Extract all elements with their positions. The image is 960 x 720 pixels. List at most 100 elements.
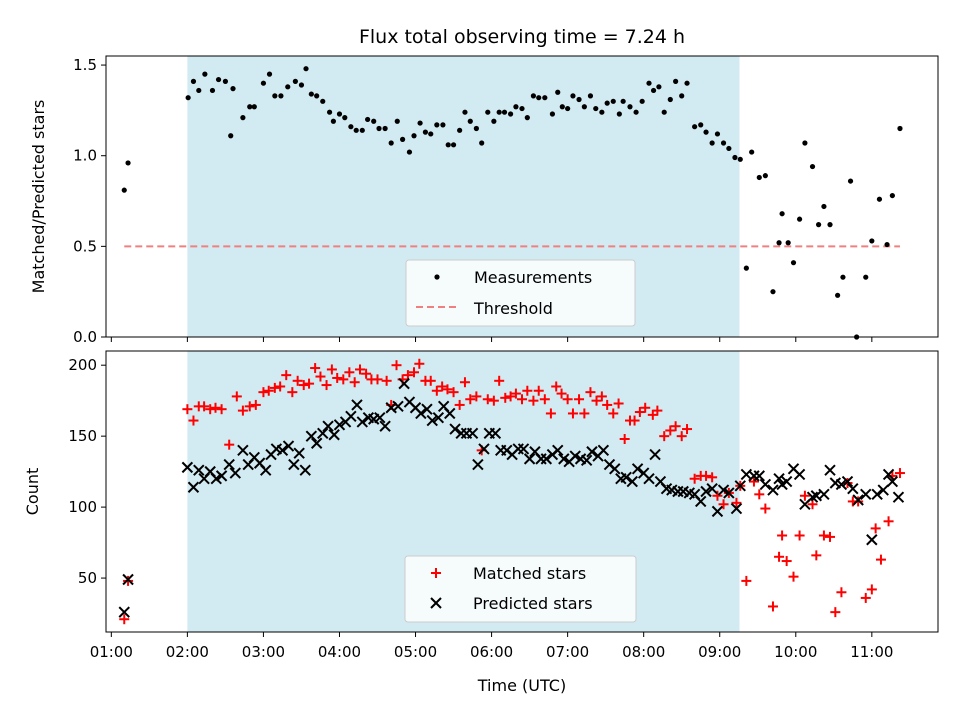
top-y-tick-label: 1.0: [73, 147, 97, 165]
matched-star-point: [579, 408, 590, 419]
measurement-point: [565, 105, 571, 112]
measurement-point: [756, 174, 762, 181]
matched-star-point: [528, 395, 539, 406]
measurement-point: [692, 124, 698, 130]
predicted-star-point: [569, 450, 581, 462]
measurement-point: [815, 222, 822, 228]
measurement-point: [770, 289, 776, 295]
predicted-star-point: [421, 403, 433, 415]
predicted-star-point: [695, 495, 707, 508]
predicted-star-point: [478, 443, 490, 455]
predicted-star-point: [609, 463, 621, 475]
matched-star-point: [659, 431, 670, 442]
measurement-point: [196, 87, 202, 94]
measurement-point: [230, 86, 236, 92]
predicted-star-point: [841, 475, 854, 488]
predicted-star-point: [523, 453, 536, 465]
matched-star-point: [250, 399, 261, 410]
measurement-point: [737, 156, 743, 162]
measurement-point: [840, 274, 846, 280]
measurement-point: [519, 105, 525, 112]
measurement-point: [278, 93, 284, 99]
matched-star-point: [596, 391, 607, 402]
measurement-point: [491, 118, 497, 124]
measurement-point: [501, 109, 508, 115]
matched-star-point: [602, 399, 613, 410]
predicted-star-point: [223, 458, 235, 471]
matched-star-point: [689, 473, 700, 484]
predicted-star-point: [706, 482, 718, 495]
matched-star-point: [326, 364, 337, 375]
matched-star-point: [315, 371, 326, 382]
measurement-point: [576, 96, 582, 103]
measurement-point: [348, 124, 354, 130]
measurement-point: [388, 140, 394, 146]
predicted-star-point: [187, 481, 200, 493]
predicted-star-point: [767, 484, 779, 496]
predicted-star-point: [734, 480, 746, 492]
predicted-star-point: [806, 491, 819, 503]
legend-matched-marker: [431, 568, 441, 578]
measurement-point: [260, 80, 267, 86]
predicted-star-point: [700, 485, 712, 498]
x-tick-label: 07:00: [546, 643, 589, 661]
predicted-star-point: [122, 573, 134, 586]
predicted-star-point: [345, 410, 357, 422]
matched-star-point: [788, 571, 799, 582]
matched-star-point: [522, 385, 533, 396]
matched-star-point: [437, 381, 448, 392]
matched-star-point: [372, 374, 383, 385]
matched-star-point: [818, 530, 829, 541]
matched-star-point: [634, 407, 645, 418]
x-tick-label: 01:00: [90, 643, 133, 661]
matched-star-point: [119, 614, 130, 625]
predicted-star-point: [882, 468, 895, 481]
matched-star-point: [517, 394, 527, 405]
top-y-axis-label: Matched/Predicted stars: [29, 100, 48, 294]
measurement-point: [639, 98, 645, 104]
predicted-star-point: [620, 471, 632, 484]
measurement-point: [440, 122, 446, 128]
matched-star-point: [425, 375, 436, 386]
measurement-point: [298, 82, 305, 88]
matched-star-point: [244, 401, 255, 412]
measurement-point: [698, 122, 704, 128]
x-tick-label: 08:00: [622, 643, 665, 661]
matched-star-point: [836, 587, 847, 598]
measurement-point: [382, 125, 388, 132]
measurement-point: [326, 109, 333, 115]
predicted-star-point: [449, 423, 461, 435]
measurement-point: [684, 80, 690, 86]
measurement-point: [353, 127, 359, 133]
predicted-star-point: [852, 494, 864, 506]
bottom-panel-counts: 50 100 150 200 01:00 02:00 03:00 04:00 05:00 06:…: [23, 350, 939, 695]
measurement-point: [336, 111, 343, 117]
measurement-point: [222, 78, 229, 84]
matched-star-point: [391, 360, 402, 371]
matched-star-point: [292, 375, 303, 386]
matched-star-point: [870, 523, 881, 534]
measurement-point: [627, 104, 633, 110]
predicted-star-point: [489, 427, 502, 440]
measurement-point: [445, 142, 451, 148]
matched-star-point: [794, 530, 805, 541]
legend-predicted-marker: [430, 597, 442, 609]
legend-plus-glyph: [431, 568, 441, 578]
x-tick-label: 04:00: [318, 643, 361, 661]
legend-predicted-label: Predicted stars: [473, 594, 593, 613]
matched-star-point: [281, 370, 292, 381]
predicted-star-point: [759, 478, 772, 491]
matched-star-point: [860, 592, 871, 603]
measurement-point: [399, 136, 406, 142]
measurement-point: [720, 140, 727, 146]
matched-star-point: [431, 385, 442, 396]
matched-star-point: [712, 490, 723, 501]
predicted-star-point: [773, 473, 785, 485]
matched-star-point: [883, 516, 894, 527]
measurement-point: [462, 109, 468, 115]
matched-star-point: [500, 392, 511, 403]
matched-star-point: [494, 375, 505, 386]
matched-star-point: [298, 380, 309, 391]
matched-star-point: [866, 584, 877, 595]
predicted-star-point: [793, 468, 806, 481]
